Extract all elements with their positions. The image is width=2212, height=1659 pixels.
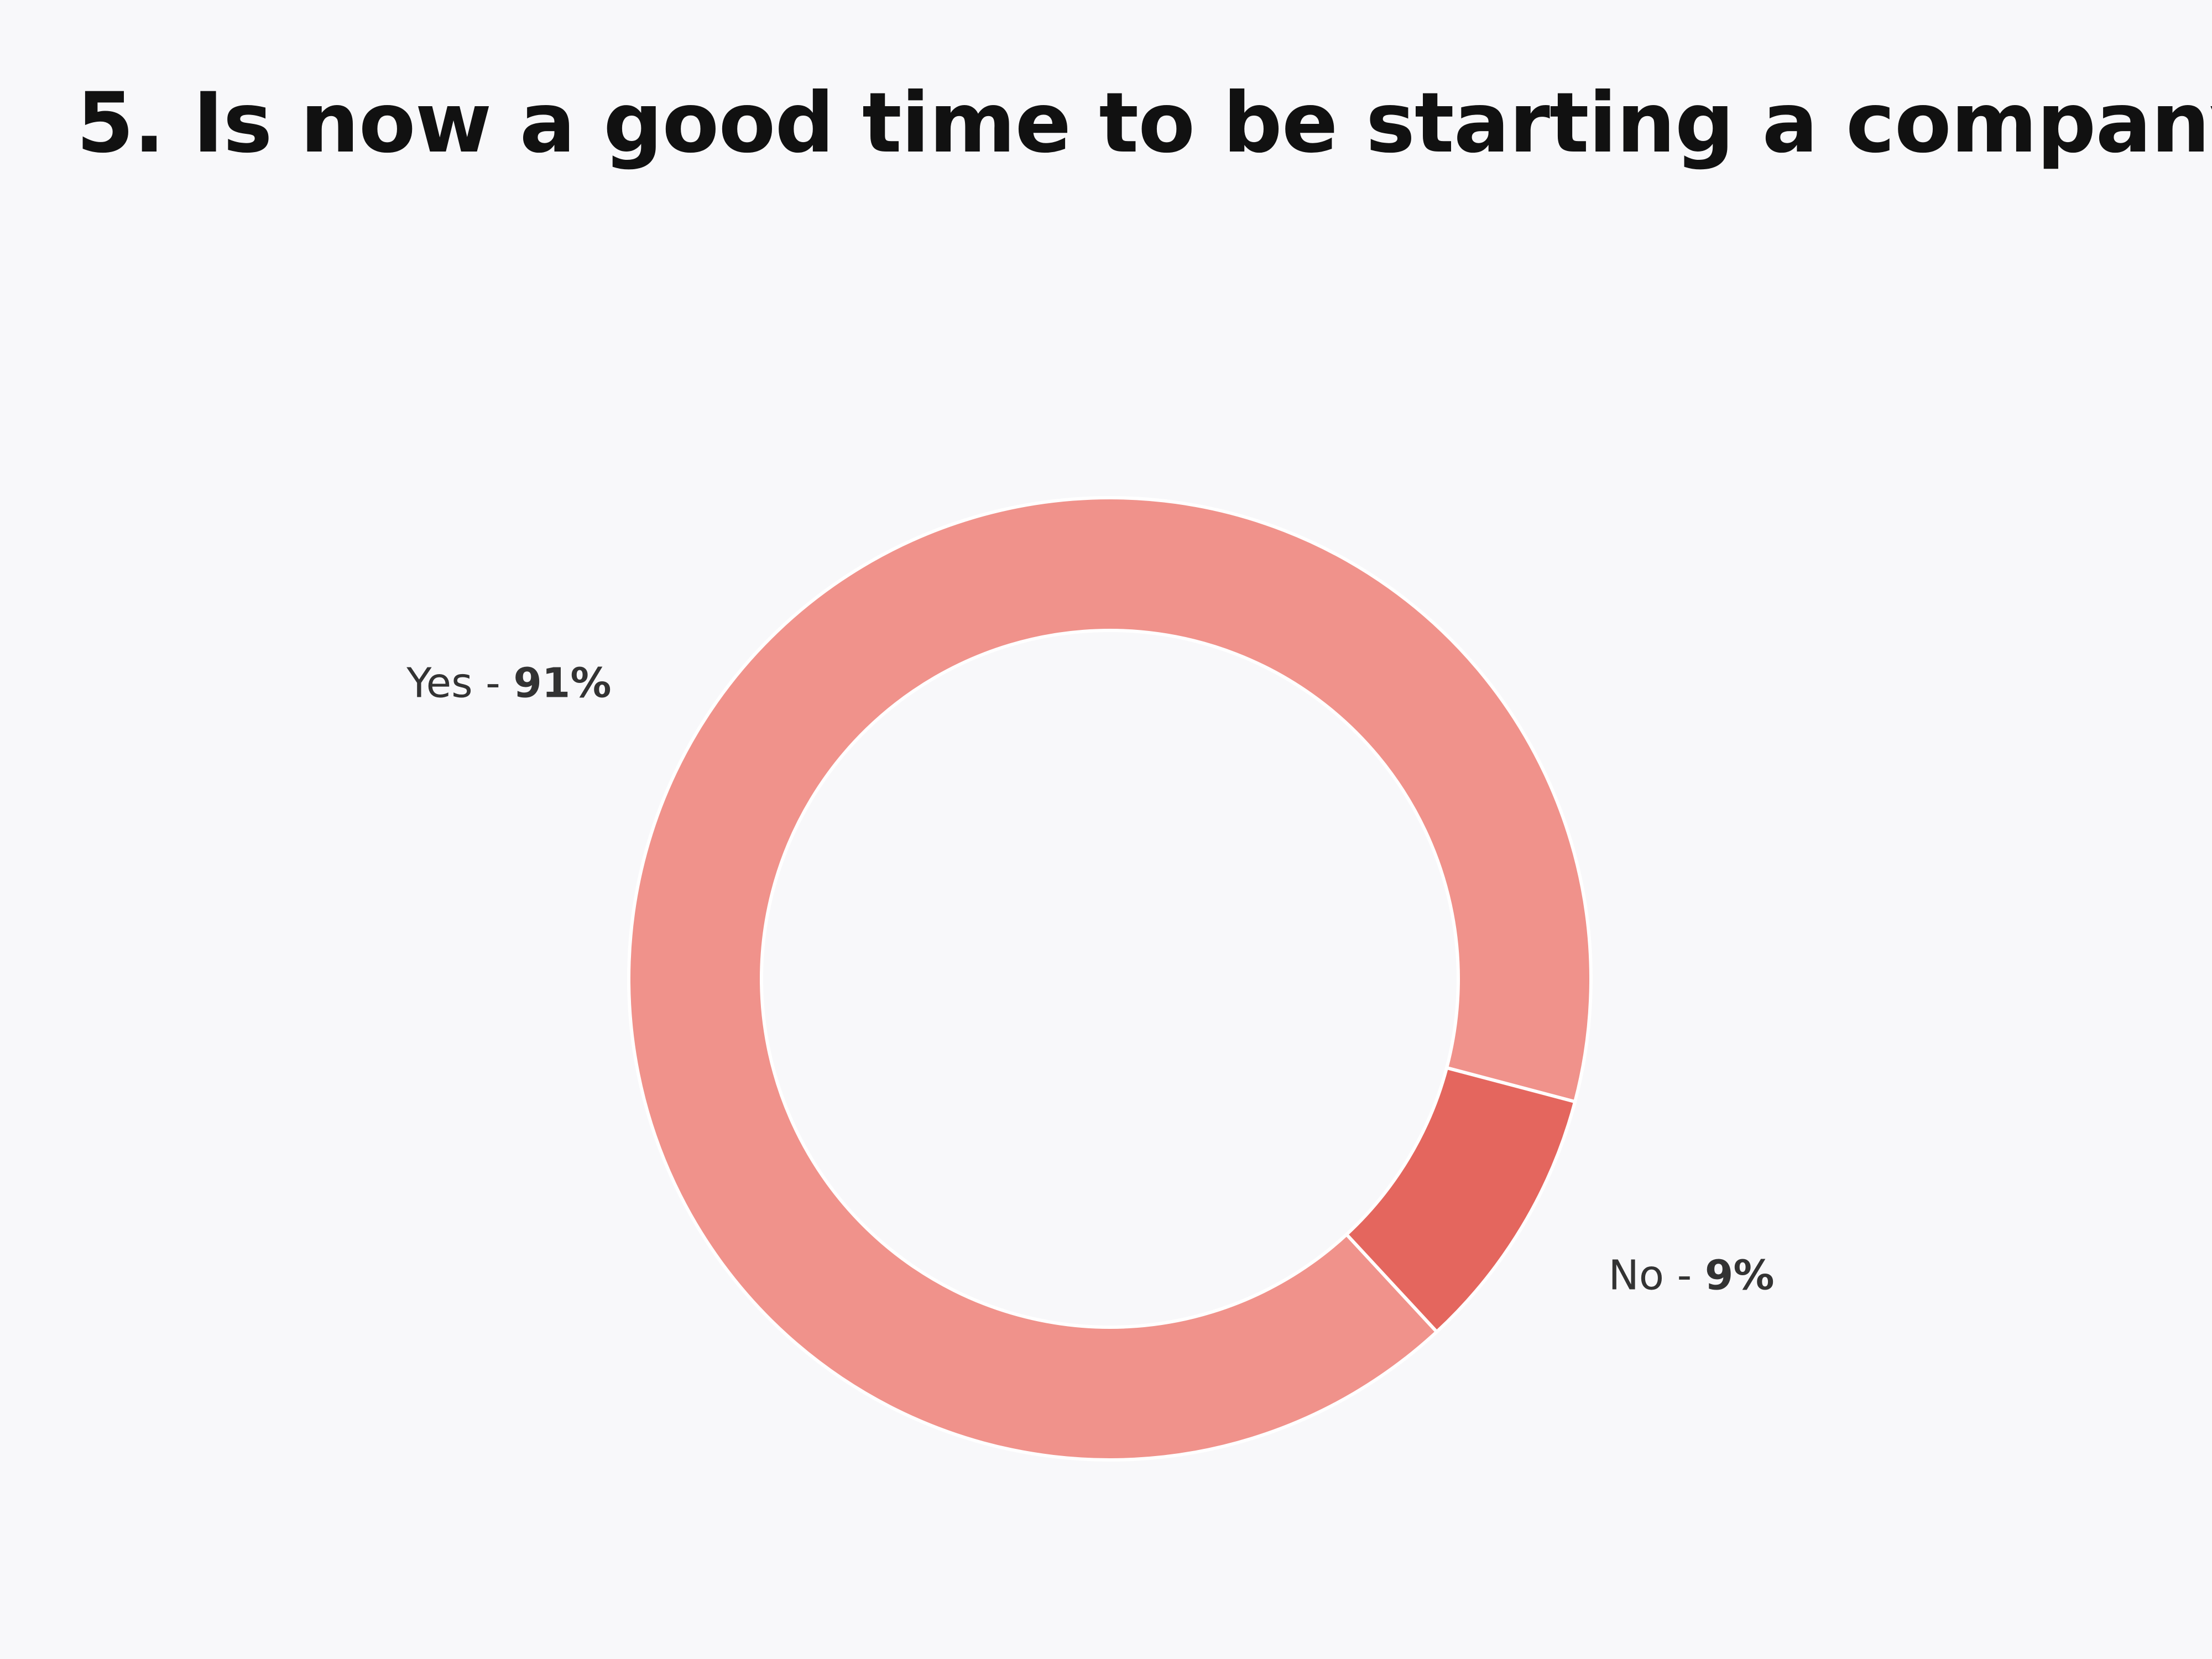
- donut-slice-no: [1344, 1066, 1577, 1334]
- slice-label-yes: Yes - 91%: [406, 659, 611, 707]
- donut-slices: [627, 495, 1593, 1462]
- donut-labels: Yes - 91% No - 9%: [406, 659, 1774, 1299]
- slice-label-no: No - 9%: [1608, 1252, 1774, 1300]
- donut-slice-yes: [627, 495, 1593, 1462]
- chart-title: 5. Is now a good time to be starting a c…: [76, 75, 2212, 171]
